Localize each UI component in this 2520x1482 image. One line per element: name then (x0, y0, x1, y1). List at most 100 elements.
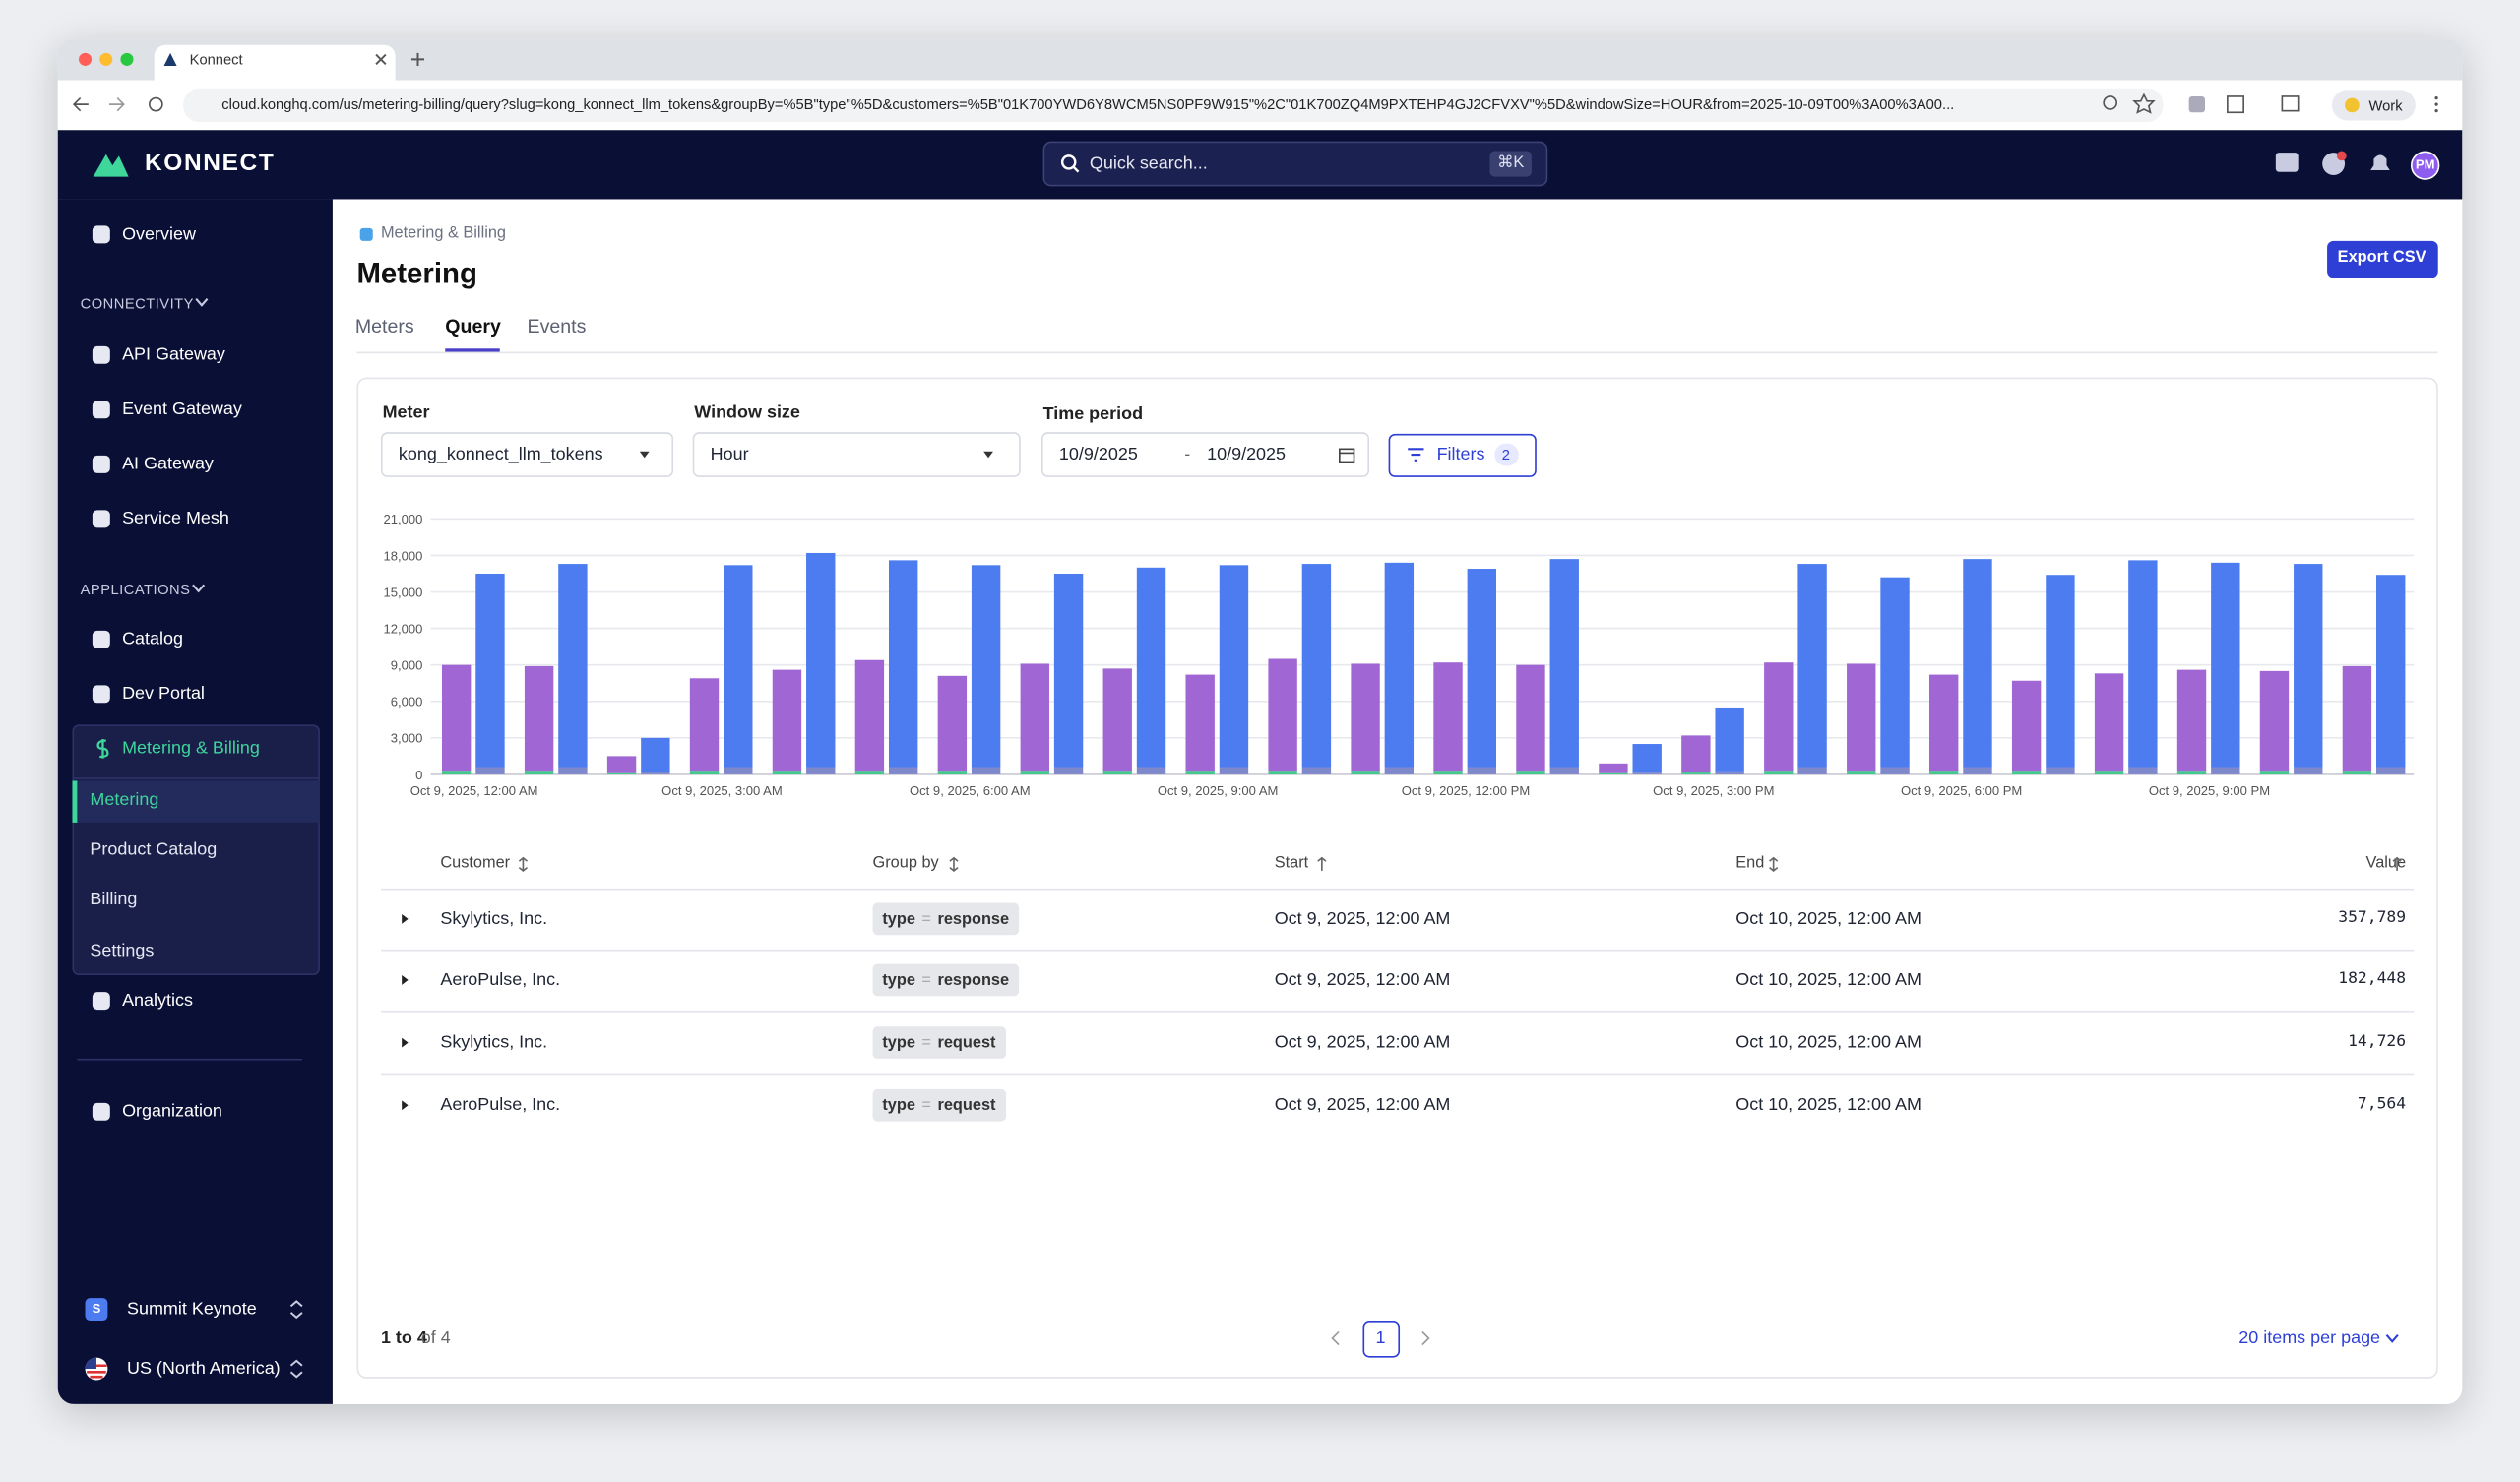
nav-item[interactable]: Dev Portal (122, 684, 205, 705)
cell-customer[interactable]: Skylytics, Inc. (440, 1032, 548, 1053)
bar-segment (854, 659, 885, 772)
shortcut-box (1489, 151, 1532, 177)
nav-sub-item[interactable]: Billing (90, 890, 138, 910)
bar-segment (689, 678, 720, 772)
nav-item[interactable]: Catalog (122, 629, 183, 649)
nav-sub-item[interactable]: Product Catalog (90, 839, 218, 860)
cell-start: Oct 9, 2025, 12:00 AM (1274, 1095, 1451, 1116)
page-title: Metering (356, 257, 477, 289)
bar-segment (1847, 771, 1876, 774)
bar-segment (558, 564, 588, 768)
org-name[interactable]: Summit Keynote (126, 1299, 257, 1320)
bar-segment (1219, 767, 1249, 774)
column-header[interactable]: Start (1274, 854, 1309, 873)
bar-segment (1963, 767, 1992, 774)
bar-segment (641, 737, 670, 772)
nav-sub-item[interactable]: Metering (90, 790, 159, 810)
y-tick-label: 12,000 (383, 621, 422, 636)
sort-icon (1317, 856, 1327, 871)
nav-item[interactable]: Analytics (122, 991, 193, 1011)
bar-segment (772, 669, 802, 772)
tab[interactable] (154, 44, 396, 81)
x-tick-label: Oct 9, 2025, 6:00 PM (1901, 783, 2022, 798)
tab[interactable]: Query (445, 314, 501, 338)
nav-group-title[interactable]: Metering & Billing (122, 739, 260, 759)
table-line (380, 888, 2415, 891)
cell-customer[interactable]: AeroPulse, Inc. (440, 1095, 561, 1116)
bar-segment (724, 565, 753, 768)
flag (85, 1357, 108, 1381)
column-header[interactable]: Group by (872, 854, 939, 873)
bar-segment (1351, 663, 1380, 772)
sort-icon (1769, 856, 1779, 872)
export-label: Export CSV (2337, 249, 2426, 268)
nav-icon (92, 510, 110, 528)
region[interactable]: US (North America) (126, 1359, 281, 1379)
bar-segment (806, 767, 836, 774)
section-chevron (192, 584, 206, 593)
export-button[interactable] (2327, 240, 2438, 278)
group-pill: type = response (872, 902, 1019, 936)
column-header[interactable]: Customer (440, 854, 511, 873)
cell-start: Oct 9, 2025, 12:00 AM (1274, 970, 1451, 990)
bar-segment (1185, 674, 1215, 772)
nav-item[interactable]: API Gateway (122, 345, 225, 365)
nav-section-title[interactable]: CONNECTIVITY (80, 295, 194, 312)
card (356, 377, 2438, 1379)
y-tick-label: 18,000 (383, 548, 422, 563)
column-header[interactable]: End (1735, 854, 1765, 873)
bar-segment (2342, 771, 2372, 774)
nav-item[interactable]: Organization (122, 1101, 222, 1122)
nav-divider (77, 1058, 302, 1061)
tab-close (375, 53, 387, 65)
avatar[interactable] (2410, 151, 2440, 180)
profile-icon (2345, 97, 2360, 113)
nav-sub-item[interactable]: Settings (90, 941, 155, 961)
bar-segment (854, 771, 885, 774)
date-range[interactable] (1040, 432, 1370, 477)
new-tab (410, 52, 425, 66)
select-value: Hour (710, 445, 749, 464)
filters-button[interactable] (1388, 433, 1537, 477)
cell-customer[interactable]: Skylytics, Inc. (440, 909, 548, 929)
pill-key: type (882, 970, 915, 989)
per-page[interactable]: 20 items per page (2238, 1328, 2381, 1348)
bar-segment (2376, 575, 2406, 768)
bar-segment (1847, 663, 1876, 772)
per-page-chevron (2385, 1334, 2399, 1343)
calendar-icon (1338, 448, 1355, 463)
nav-item[interactable]: AI Gateway (122, 455, 214, 474)
tab-icon (163, 52, 177, 66)
breadcrumb[interactable]: Metering & Billing (380, 224, 506, 243)
cell-start: Oct 9, 2025, 12:00 AM (1274, 1032, 1451, 1053)
page-box[interactable] (1362, 1321, 1401, 1358)
tab[interactable]: Events (527, 314, 587, 338)
pill-key: type (882, 909, 915, 928)
bar-segment (1136, 767, 1166, 774)
cell-value: 7,564 (2357, 1095, 2407, 1114)
table-line (380, 1010, 2415, 1013)
nav-item[interactable]: Overview (122, 224, 196, 245)
bar-segment (2211, 562, 2240, 768)
bar-segment (1797, 564, 1827, 768)
search-box[interactable] (1042, 141, 1548, 187)
bar-segment (1467, 569, 1496, 768)
bar-segment (441, 771, 472, 774)
nav-item[interactable]: Event Gateway (122, 400, 242, 420)
select-caret (983, 451, 993, 459)
cell-customer[interactable]: AeroPulse, Inc. (440, 970, 561, 990)
url-bar[interactable] (183, 88, 2164, 123)
bar-segment (1384, 562, 1415, 768)
bar-segment (971, 767, 1001, 774)
window-select[interactable] (692, 432, 1021, 477)
bar-segment (1384, 767, 1415, 774)
nav-item[interactable]: Service Mesh (122, 509, 229, 529)
bar-segment (1516, 664, 1545, 772)
main (332, 199, 2463, 1404)
tab[interactable]: Meters (354, 314, 414, 338)
meter-select[interactable] (380, 432, 674, 477)
nav-section-title[interactable]: APPLICATIONS (80, 582, 191, 598)
bar-segment (2046, 575, 2075, 768)
bar-segment (1764, 771, 1794, 774)
